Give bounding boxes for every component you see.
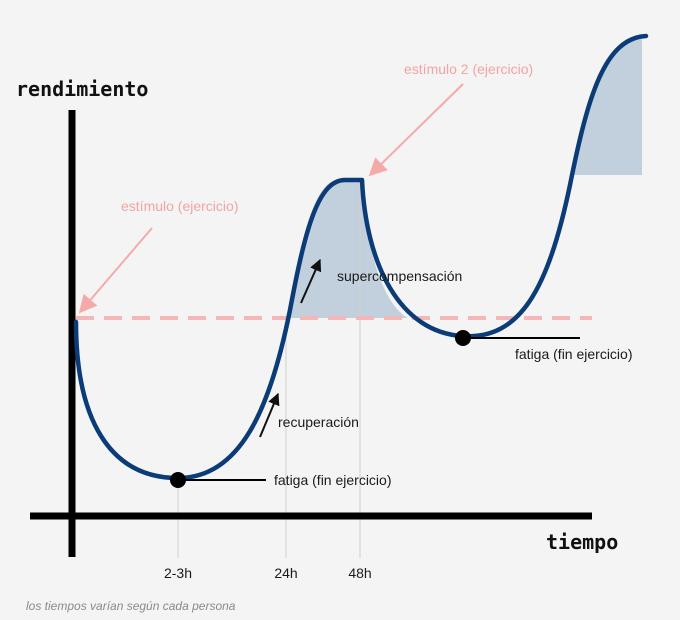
fatigue-label-2: fatiga (fin ejercicio) (515, 346, 633, 362)
tick-label-24h: 24h (274, 565, 297, 581)
stimulus-1-label: estímulo (ejercicio) (121, 198, 238, 214)
footnote: los tiempos varían según cada persona (26, 599, 236, 613)
stimulus-1-arrow (78, 227, 153, 314)
y-axis-label: rendimiento (16, 77, 148, 101)
recovery-label: recuperación (278, 414, 359, 430)
fatigue-label-1: fatiga (fin ejercicio) (274, 472, 392, 488)
stimulus-2-label: estímulo 2 (ejercicio) (404, 61, 533, 77)
tick-label-2-3h: 2-3h (164, 565, 192, 581)
recovery-arrow (259, 392, 280, 438)
x-axis-label: tiempo (546, 530, 618, 554)
supercompensation-arrow (300, 258, 322, 304)
supercompensation-area-1 (288, 180, 408, 318)
stimulus-2-arrow (368, 83, 464, 177)
fatigue-point-2 (455, 330, 471, 346)
supercompensation-area-2 (572, 36, 642, 175)
tick-label-48h: 48h (348, 565, 371, 581)
supercompensation-label: supercompensación (337, 268, 462, 284)
fatigue-point-1 (170, 472, 186, 488)
